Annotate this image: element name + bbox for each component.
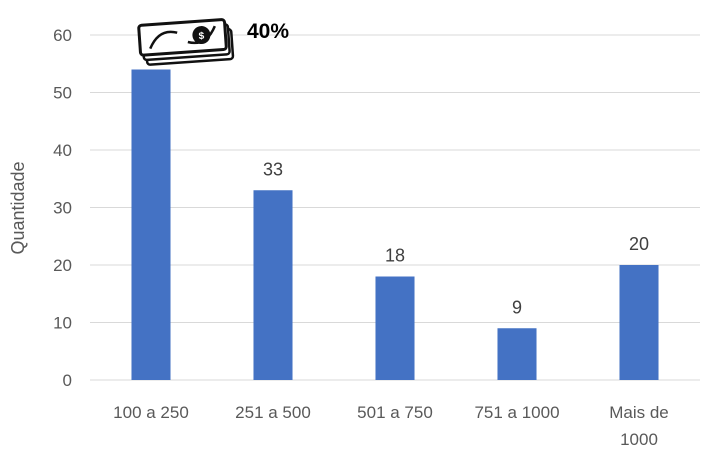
x-tick-line: Mais de	[609, 403, 669, 422]
x-tick-line: 100 a 250	[113, 403, 189, 422]
data-labels: 543318920	[141, 39, 649, 318]
y-tick-label: 10	[53, 314, 72, 333]
svg-text:$: $	[198, 31, 205, 42]
x-tick-line: 1000	[620, 430, 658, 449]
bar	[375, 276, 415, 380]
bar	[619, 265, 659, 380]
y-tick-label: 20	[53, 256, 72, 275]
bar	[253, 190, 293, 380]
x-tick-label: Mais de 1000	[609, 403, 669, 449]
x-tick-label: 751 a 1000	[474, 403, 559, 422]
x-axis-ticks: 100 a 250 251 a 500 501 a 750 751 a 1000 Mai…	[113, 403, 669, 449]
x-tick-label: 100 a 250	[113, 403, 189, 422]
x-tick-line: 751 a 1000	[474, 403, 559, 422]
y-tick-label: 0	[63, 371, 72, 390]
x-tick-label: 501 a 750	[357, 403, 433, 422]
data-label: 18	[385, 246, 405, 266]
x-tick-line: 501 a 750	[357, 403, 433, 422]
y-tick-label: 30	[53, 199, 72, 218]
y-tick-label: 50	[53, 84, 72, 103]
y-axis-label: Quantidade	[8, 161, 28, 254]
y-axis-ticks: 0 10 20 30 40 50 60	[53, 26, 72, 390]
y-tick-label: 40	[53, 141, 72, 160]
data-label: 20	[629, 234, 649, 254]
x-tick-label: 251 a 500	[235, 403, 311, 422]
y-tick-label: 60	[53, 26, 72, 45]
data-label: 33	[263, 159, 283, 179]
money-bills-icon: $	[137, 18, 235, 66]
data-label: 9	[512, 297, 522, 317]
x-tick-line: 251 a 500	[235, 403, 311, 422]
bar	[497, 328, 537, 380]
bars	[131, 69, 659, 380]
annotation-percent: 40%	[247, 20, 289, 43]
bar	[131, 69, 171, 380]
